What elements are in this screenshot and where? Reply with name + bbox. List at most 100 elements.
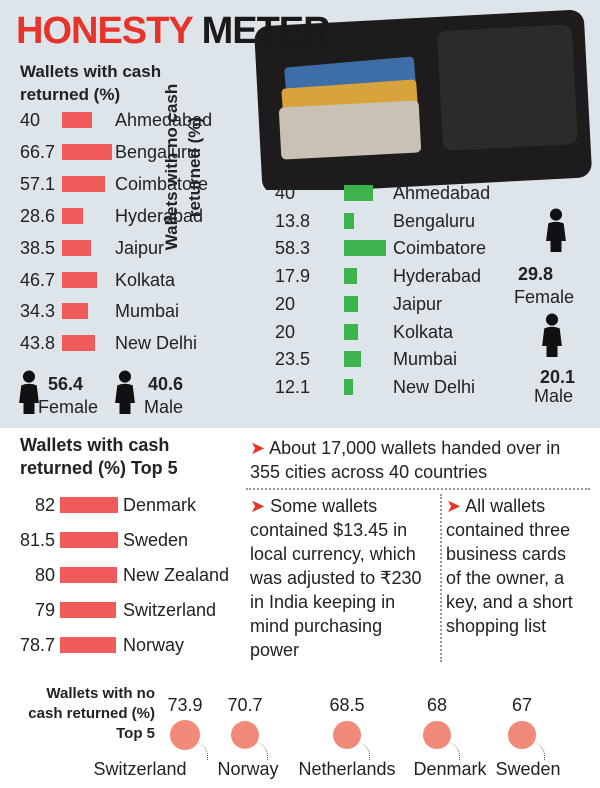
category-label: Hyderabad: [115, 205, 204, 226]
category-label: Denmark: [123, 495, 197, 515]
note: ➤ All wallets contained three business c…: [446, 496, 573, 636]
value-label: 12.1: [275, 376, 311, 397]
title-word: HONESTY: [16, 10, 193, 52]
category-label: New Delhi: [393, 376, 476, 397]
category-label: Bengaluru: [115, 141, 198, 162]
wallet-image: [254, 10, 592, 190]
note-text: Some wallets contained $13.45 in local c…: [250, 496, 422, 660]
category-label: Jaipur: [393, 293, 443, 314]
category-label: Kolkata: [393, 321, 454, 342]
category-label: Mumbai: [115, 301, 180, 322]
bar: [60, 567, 117, 583]
category-label: New Zealand: [123, 565, 230, 585]
category-label: Ahmedabad: [115, 110, 213, 130]
category-label: Denmark: [413, 759, 487, 779]
separator: [246, 488, 590, 490]
value-label: 38.5: [20, 237, 56, 258]
value-label: 57.1: [20, 173, 56, 194]
person-icon: [114, 370, 136, 419]
category-label: Coimbatore: [393, 238, 487, 259]
value-label: 81.5: [19, 530, 55, 550]
category-label: Sweden: [495, 759, 561, 779]
figure-label: Female: [38, 397, 99, 417]
value-label: 13.8: [275, 210, 311, 231]
bar: [344, 351, 361, 368]
bar: [60, 497, 119, 513]
value-label: 79: [34, 600, 55, 620]
bar: [62, 175, 105, 192]
category-label: Hyderabad: [393, 266, 482, 287]
bar: [62, 335, 95, 352]
person-icon: [541, 313, 563, 362]
value-label: 40: [20, 110, 41, 130]
value-label: 34.3: [20, 301, 56, 322]
bar: [344, 323, 359, 340]
value-label: 20: [275, 321, 296, 342]
value-label: 80: [34, 565, 55, 585]
value-label: 58.3: [275, 238, 311, 259]
bar: [60, 602, 117, 618]
value-label: 23.5: [275, 349, 311, 370]
chart-title: Wallets with no cash returned (%) Top 5: [28, 685, 155, 742]
bar: [344, 268, 357, 285]
figure-value: 29.8: [518, 264, 554, 284]
figure-value: 40.6: [148, 374, 184, 394]
bar: [60, 532, 118, 548]
chart-title: Wallets with cash returned (%) Top 5: [20, 435, 178, 478]
value-label: 70.7: [227, 695, 263, 715]
value-label: 82: [34, 495, 55, 515]
bar: [344, 240, 386, 257]
value-label: 20: [275, 293, 296, 314]
value-label: 28.6: [20, 205, 56, 226]
value-label: 17.9: [275, 266, 311, 287]
value-label: 43.8: [20, 333, 56, 354]
bar: [62, 303, 88, 320]
figure-label: Male: [534, 386, 574, 406]
value-label: 46.7: [20, 269, 56, 290]
category-label: New Delhi: [115, 333, 198, 354]
value-label: 67: [511, 695, 533, 715]
category-label: Norway: [123, 635, 185, 655]
figure-label: Male: [144, 397, 184, 417]
note-text: About 17,000 wallets handed over in 355 …: [250, 438, 561, 482]
category-label: Netherlands: [298, 759, 396, 779]
figure-value: 20.1: [540, 367, 576, 387]
note: ➤ Some wallets contained $13.45 in local…: [250, 496, 422, 660]
bar: [62, 207, 84, 224]
bar: [344, 212, 354, 229]
category-label: Switzerland: [123, 600, 217, 620]
title: HONESTY METER: [16, 8, 331, 54]
person-icon: [18, 370, 40, 419]
value-label: 78.7: [19, 635, 55, 655]
category-label: Norway: [217, 759, 279, 779]
value-label: 66.7: [20, 141, 56, 162]
title-word: METER: [201, 10, 331, 52]
category-label: Jaipur: [115, 237, 165, 258]
category-label: Sweden: [123, 530, 189, 550]
separator: [440, 494, 442, 662]
person-icon: [545, 208, 567, 257]
bar: [344, 185, 373, 201]
bar: [344, 378, 353, 395]
value-label: 73.9: [167, 695, 203, 715]
bar: [62, 271, 98, 288]
category-label: Mumbai: [393, 349, 458, 370]
bar: [62, 112, 92, 128]
value-label: 40: [275, 183, 296, 203]
category-label: Ahmedabad: [393, 183, 491, 203]
chart-title: Wallets with no cash returned (%): [162, 83, 204, 251]
bar: [344, 295, 359, 312]
figure-value: 56.4: [48, 374, 84, 394]
bar: [62, 239, 91, 256]
figure-label: Female: [514, 287, 575, 307]
note-text: All wallets contained three business car…: [446, 496, 573, 636]
category-label: Switzerland: [93, 759, 187, 779]
category-label: Bengaluru: [393, 210, 476, 231]
bar: [62, 143, 113, 160]
value-label: 68: [426, 695, 448, 715]
note: ➤ About 17,000 wallets handed over in 35…: [250, 438, 561, 482]
category-label: Kolkata: [115, 269, 176, 290]
category-label: Coimbatore: [115, 173, 209, 194]
value-label: 68.5: [329, 695, 365, 715]
chart-title: Wallets with cash returned (%): [20, 62, 162, 104]
